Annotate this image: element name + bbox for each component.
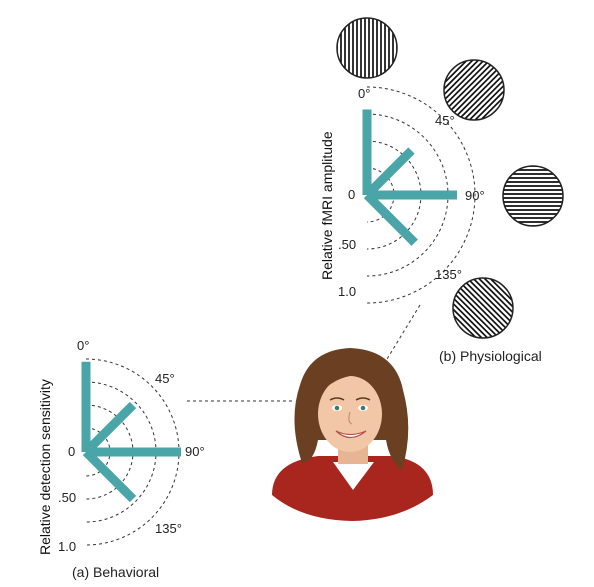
phys-caption: (b) Physiological — [439, 348, 542, 364]
smile — [335, 430, 367, 439]
phys-radial-100: 1.0 — [338, 284, 356, 299]
physiological-outer-arc — [366, 86, 476, 304]
behavioral-panel: 0° 45° 90° 135° 0 .50 1.0 Relative detec… — [37, 338, 205, 580]
beh-bar-45 — [82, 401, 137, 456]
grating-135-icon — [452, 277, 514, 339]
physiological-bars — [362, 109, 457, 246]
phys-angle-90: 90° — [465, 188, 485, 203]
phys-angle-45: 45° — [435, 113, 455, 128]
beh-bar-135 — [82, 448, 137, 503]
beh-angle-45: 45° — [155, 371, 175, 386]
phys-angle-0: 0° — [358, 86, 370, 101]
beh-caption: (a) Behavioral — [72, 564, 159, 580]
phys-radial-50: .50 — [338, 237, 356, 252]
grating-90-icon — [502, 165, 564, 227]
phys-bar-135 — [363, 191, 418, 246]
bangs — [316, 358, 388, 398]
shirt-collar — [333, 462, 374, 490]
beh-radial-50: .50 — [58, 490, 76, 505]
beh-angle-90: 90° — [185, 444, 205, 459]
beh-angle-135: 135° — [155, 521, 182, 536]
person-illustration — [272, 348, 433, 521]
beh-axis-title: Relative detection sensitivity — [37, 379, 53, 555]
behavioral-bars — [81, 361, 181, 503]
phys-bar-45 — [363, 147, 415, 199]
phys-angle-135: 135° — [435, 267, 462, 282]
grating-0-icon — [336, 17, 398, 79]
beh-radial-100: 1.0 — [58, 539, 76, 554]
beh-radial-0: 0 — [68, 444, 75, 459]
beh-angle-0: 0° — [77, 338, 89, 353]
physiological-panel: 0° 45° 90° 135° 0 .50 1.0 Relative fMRI … — [319, 17, 564, 364]
connector-physiological — [383, 304, 421, 365]
phys-axis-title: Relative fMRI amplitude — [319, 131, 335, 280]
phys-radial-0: 0 — [348, 187, 355, 202]
